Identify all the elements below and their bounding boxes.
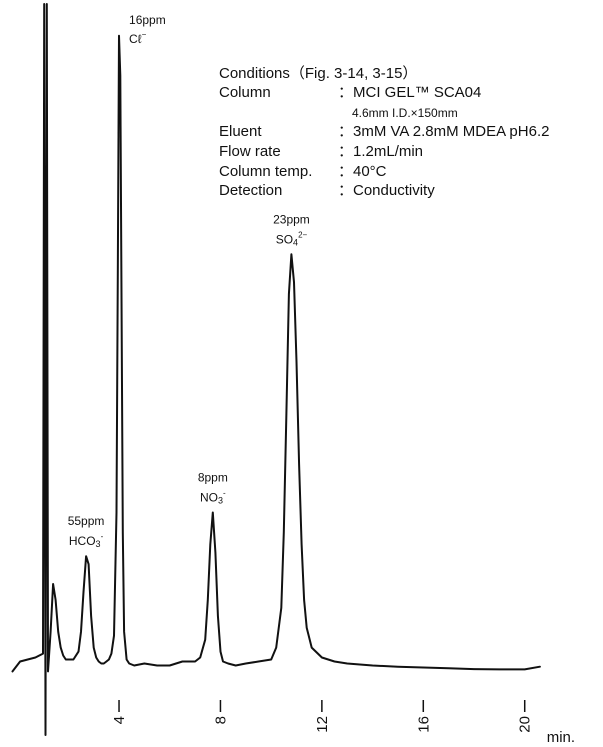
condition-value-detection: ：Conductivity — [338, 182, 435, 199]
conditions-block: Conditions（Fig. 3-14, 3-15） Column ：MCI … — [219, 65, 549, 199]
condition-label-eluent: Eluent — [219, 123, 262, 140]
x-tick-label-8: 8 — [212, 716, 229, 724]
condition-value-eluent: ：3mM VA 2.8mM MDEA pH6.2 — [338, 123, 549, 140]
peak-concentration: 8ppm — [198, 471, 228, 485]
peak-formula: HCO3- — [69, 532, 104, 549]
condition-value-column-temp: ：40°C — [338, 163, 387, 180]
condition-value-flow-rate: ：1.2mL/min — [338, 143, 423, 160]
peak-formula: SO42− — [276, 230, 308, 247]
x-tick-label-16: 16 — [415, 716, 432, 733]
condition-label-detection: Detection — [219, 182, 282, 199]
condition-label-column: Column — [219, 84, 271, 101]
peak-label-hco3: 55ppm HCO3- — [68, 514, 105, 549]
peak-labels: 55ppm HCO3- 16ppm Cℓ− 8ppm NO3- 23ppm SO42− — [68, 13, 310, 549]
peak-label-cl: 16ppm Cℓ− — [129, 13, 166, 46]
peak-formula: Cℓ− — [129, 30, 147, 46]
chromatogram-trace — [11, 3, 541, 736]
peak-formula: NO3- — [200, 489, 226, 506]
condition-label-column-temp: Column temp. — [219, 163, 312, 180]
peak-label-no3: 8ppm NO3- — [198, 471, 228, 506]
condition-value-column-dim: 4.6mm I.D.×150mm — [352, 106, 458, 120]
peak-concentration: 55ppm — [68, 514, 105, 528]
peak-label-so42: 23ppm SO42− — [273, 212, 310, 247]
x-tick-label-12: 12 — [314, 716, 331, 733]
peak-concentration: 23ppm — [273, 212, 310, 226]
x-axis-unit-label: min. — [547, 729, 575, 746]
conditions-title: Conditions（Fig. 3-14, 3-15） — [219, 65, 417, 82]
condition-value-column: ：MCI GEL™ SCA04 — [338, 84, 481, 101]
x-tick-label-4: 4 — [111, 716, 128, 724]
condition-label-flow-rate: Flow rate — [219, 143, 281, 160]
x-axis: 4 8 12 16 20 min. — [111, 700, 575, 746]
x-tick-label-20: 20 — [517, 716, 534, 733]
peak-concentration: 16ppm — [129, 13, 166, 27]
trace-layer — [11, 3, 541, 736]
